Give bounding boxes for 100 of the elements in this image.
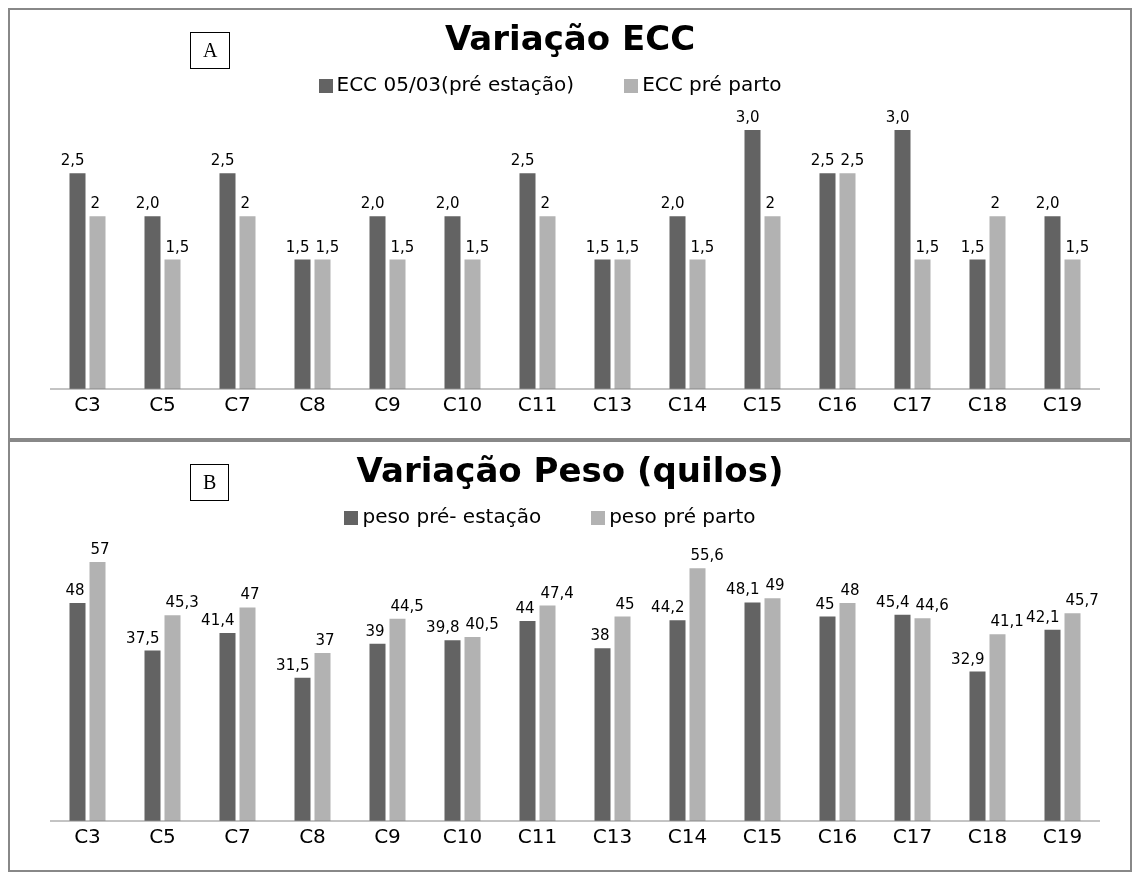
- x-tick-label: C13: [592, 392, 633, 417]
- bar: [1044, 216, 1061, 389]
- bar: [444, 216, 461, 389]
- legend-label: peso pré- estação: [362, 504, 542, 528]
- x-tick-label: C11: [517, 824, 558, 849]
- x-tick-label: C15: [742, 392, 783, 417]
- legend-label: ECC pré parto: [642, 72, 782, 96]
- text: A: [190, 32, 231, 69]
- bar: [464, 636, 481, 821]
- data-label: 1,5: [165, 237, 190, 256]
- data-label: 1,5: [285, 237, 310, 256]
- x-tick-label: C10: [442, 392, 483, 417]
- bar: [764, 598, 781, 821]
- bar: [614, 259, 631, 389]
- bar: [969, 259, 986, 389]
- bar: [144, 650, 161, 821]
- data-label: 44,6: [915, 596, 949, 615]
- data-label: 2,0: [135, 194, 160, 213]
- bar: [294, 259, 311, 389]
- data-label: 1,5: [960, 237, 985, 256]
- bar: [594, 259, 611, 389]
- x-tick-label: C10: [442, 824, 483, 849]
- x-tick-label: C16: [817, 392, 858, 417]
- data-label: 45: [615, 594, 635, 613]
- data-label: 45,3: [165, 593, 199, 612]
- bar: [314, 652, 331, 821]
- bar: [69, 173, 86, 389]
- data-label: 3,0: [885, 108, 910, 126]
- bar: [744, 602, 761, 821]
- x-tick-label: C17: [892, 392, 933, 417]
- bar: [369, 643, 386, 821]
- data-label: 47: [240, 585, 260, 604]
- legend-label: peso pré parto: [609, 504, 756, 528]
- bar: [839, 602, 856, 821]
- x-tick-label: C8: [299, 824, 326, 849]
- bar: [669, 216, 686, 389]
- bar: [219, 632, 236, 821]
- data-label: 2,0: [435, 194, 460, 213]
- data-label: 55,6: [690, 546, 724, 565]
- bar: [219, 173, 236, 389]
- bar: [819, 173, 836, 389]
- data-label: 2,5: [210, 151, 235, 170]
- data-label: 2: [765, 194, 776, 213]
- data-label: 44,5: [390, 596, 424, 615]
- data-label: 37,5: [126, 628, 160, 647]
- bar: [1044, 629, 1061, 821]
- bar: [894, 130, 911, 389]
- bar: [89, 216, 106, 389]
- bar: [464, 259, 481, 389]
- x-tick-label: C19: [1042, 824, 1083, 849]
- bar: [444, 640, 461, 821]
- x-tick-label: C16: [817, 824, 858, 849]
- bar: [614, 616, 631, 821]
- bar: [1064, 613, 1081, 821]
- x-tick-label: C9: [374, 824, 401, 849]
- bar: [839, 173, 856, 389]
- x-tick-label: C5: [149, 824, 176, 849]
- data-label: 44,2: [651, 598, 685, 617]
- data-label: 48,1: [726, 580, 760, 599]
- data-label: 1,5: [465, 237, 490, 256]
- bar: [689, 568, 706, 821]
- text: B: [190, 464, 230, 501]
- data-label: 2,0: [1035, 194, 1060, 213]
- bar: [669, 620, 686, 821]
- data-label: 47,4: [540, 583, 574, 602]
- data-label: 31,5: [276, 655, 310, 674]
- bar: [519, 173, 536, 389]
- data-label: 42,1: [1026, 607, 1060, 626]
- data-label: 37: [315, 630, 335, 649]
- data-label: 39: [365, 621, 385, 640]
- data-label: 41,1: [990, 612, 1024, 631]
- data-label: 1,5: [1065, 237, 1090, 256]
- x-tick-label: C13: [592, 824, 633, 849]
- data-label: 44: [515, 599, 535, 618]
- bar: [594, 648, 611, 821]
- data-label: 1,5: [585, 237, 610, 256]
- bar: [1064, 259, 1081, 389]
- bar: [294, 677, 311, 821]
- bar: [539, 216, 556, 389]
- bar: [894, 614, 911, 821]
- bar: [969, 671, 986, 821]
- x-tick-label: C18: [967, 824, 1008, 849]
- bar: [369, 216, 386, 389]
- bar: [764, 216, 781, 389]
- data-label: 2: [90, 194, 101, 213]
- bar: [314, 259, 331, 389]
- data-label: 39,8: [426, 618, 460, 637]
- bar: [914, 259, 931, 389]
- x-tick-label: C19: [1042, 392, 1083, 417]
- x-tick-label: C9: [374, 392, 401, 417]
- bar: [389, 259, 406, 389]
- bar: [989, 634, 1006, 821]
- chart-title: Variação ECC: [444, 18, 696, 58]
- x-tick-label: C14: [667, 824, 708, 849]
- x-tick-label: C18: [967, 392, 1008, 417]
- bar: [989, 216, 1006, 389]
- data-label: 1,5: [615, 237, 640, 256]
- x-tick-label: C14: [667, 392, 708, 417]
- data-label: 1,5: [915, 237, 940, 256]
- data-label: 45,4: [876, 592, 910, 611]
